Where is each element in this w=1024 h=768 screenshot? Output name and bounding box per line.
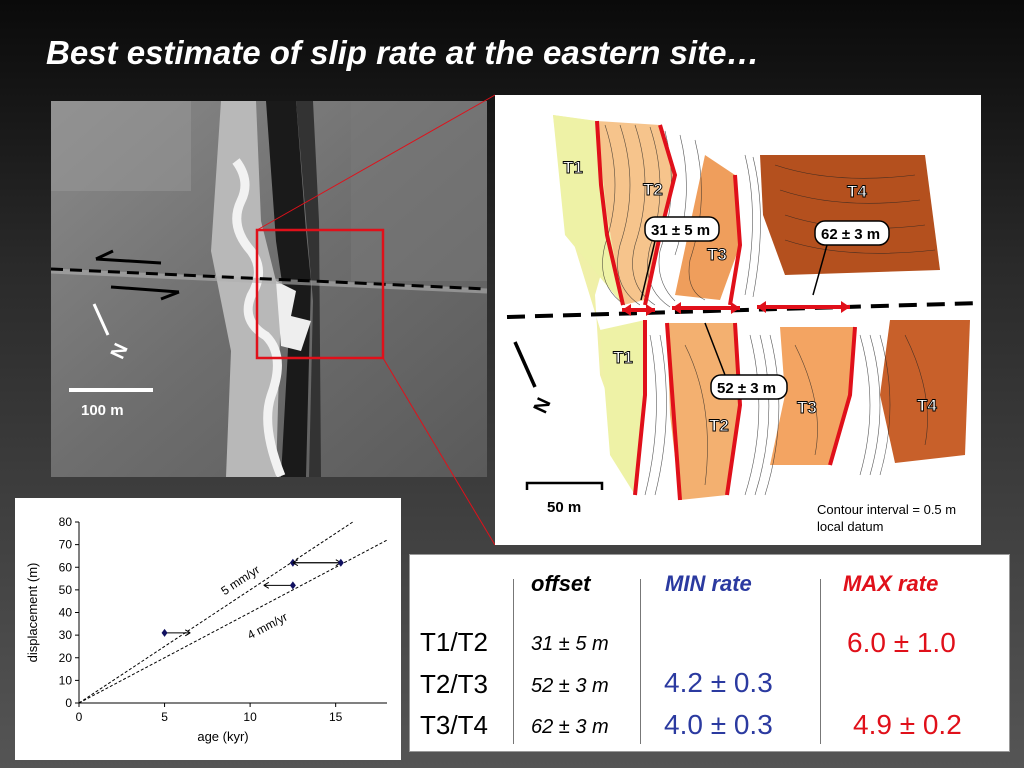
error-arrowhead [263, 581, 270, 589]
header-min-rate: MIN rate [665, 571, 752, 596]
x-tick-label: 5 [161, 710, 168, 724]
y-tick-label: 60 [59, 560, 73, 574]
y-tick-label: 80 [59, 515, 73, 529]
x-axis-label: age (kyr) [197, 729, 248, 744]
map-terrace-north-3: T3 [707, 245, 727, 264]
y-tick-label: 0 [65, 696, 72, 710]
offset-callout-31: 31 ± 5 m [651, 222, 710, 239]
contour-note-2: local datum [817, 519, 883, 534]
y-axis-label: displacement (m) [25, 563, 40, 663]
map-north-arrow-icon [513, 341, 537, 388]
error-arrowhead [292, 559, 299, 567]
y-tick-label: 70 [59, 538, 73, 552]
topographic-map: T1 T2 T3 T4 T1 T2 T3 T4 31 ± 5 m 62 ± 3 … [495, 95, 982, 545]
row-offset-t1t2: 31 ± 5 m [531, 633, 609, 655]
column-divider-1 [513, 579, 514, 744]
map-terrace-south-2: T2 [709, 416, 729, 435]
contour-note-1: Contour interval = 0.5 m [817, 502, 956, 517]
map-terrace-north-1: T1 [563, 158, 583, 177]
error-arrowhead [184, 629, 191, 637]
y-tick-label: 40 [59, 606, 73, 620]
row-max-t3t4: 4.9 ± 0.2 [853, 709, 962, 740]
rate-line-label: 5 mm/yr [218, 562, 262, 598]
y-tick-label: 50 [59, 583, 73, 597]
map-north-label: N [530, 395, 556, 417]
rate-line [78, 521, 354, 704]
row-offset-t3t4: 62 ± 3 m [531, 716, 609, 738]
map-scale-label: 50 m [547, 499, 581, 516]
header-offset: offset [531, 571, 591, 596]
row-label-t1t2: T1/T2 [420, 627, 488, 657]
y-tick-label: 30 [59, 628, 73, 642]
north-arrow-icon [92, 303, 110, 336]
map-terrace-south-3: T3 [797, 398, 817, 417]
offset-callout-52: 52 ± 3 m [717, 380, 776, 397]
rate-line-label: 4 mm/yr [245, 610, 290, 643]
data-point [161, 628, 168, 637]
map-terrace-north-4: T4 [847, 182, 867, 201]
data-point [337, 558, 344, 567]
row-label-t2t3: T2/T3 [420, 669, 488, 699]
slip-rate-plot: 0 10 20 30 40 50 60 70 80 0 5 10 15 age (kyr) displace… [15, 498, 401, 760]
aerial-photo: N 100 m [51, 101, 487, 477]
row-min-t3t4: 4.0 ± 0.3 [664, 709, 773, 740]
rate-line [78, 539, 388, 704]
offset-callout-62: 62 ± 3 m [821, 226, 880, 243]
map-terrace-south-1: T1 [613, 348, 633, 367]
x-tick-label: 0 [76, 710, 83, 724]
row-min-t2t3: 4.2 ± 0.3 [664, 667, 773, 698]
row-max-t1t2: 6.0 ± 1.0 [847, 627, 956, 658]
x-tick-label: 10 [243, 710, 257, 724]
map-terrace-north-2: T2 [643, 180, 663, 199]
row-label-t3t4: T3/T4 [420, 710, 488, 740]
row-offset-t2t3: 52 ± 3 m [531, 675, 609, 697]
map-terrace-south-4: T4 [917, 396, 937, 415]
column-divider-2 [640, 579, 641, 744]
slide-title: Best estimate of slip rate at the easter… [46, 34, 760, 71]
column-divider-3 [820, 579, 821, 744]
y-tick-label: 10 [59, 673, 73, 687]
data-point [289, 581, 296, 590]
header-max-rate: MAX rate [843, 571, 939, 596]
photo-scale-label: 100 m [81, 402, 124, 419]
x-tick-label: 15 [329, 710, 343, 724]
y-tick-label: 20 [59, 651, 73, 665]
slip-rate-table: offset MIN rate MAX rate T1/T2 31 ± 5 m … [409, 554, 1010, 752]
